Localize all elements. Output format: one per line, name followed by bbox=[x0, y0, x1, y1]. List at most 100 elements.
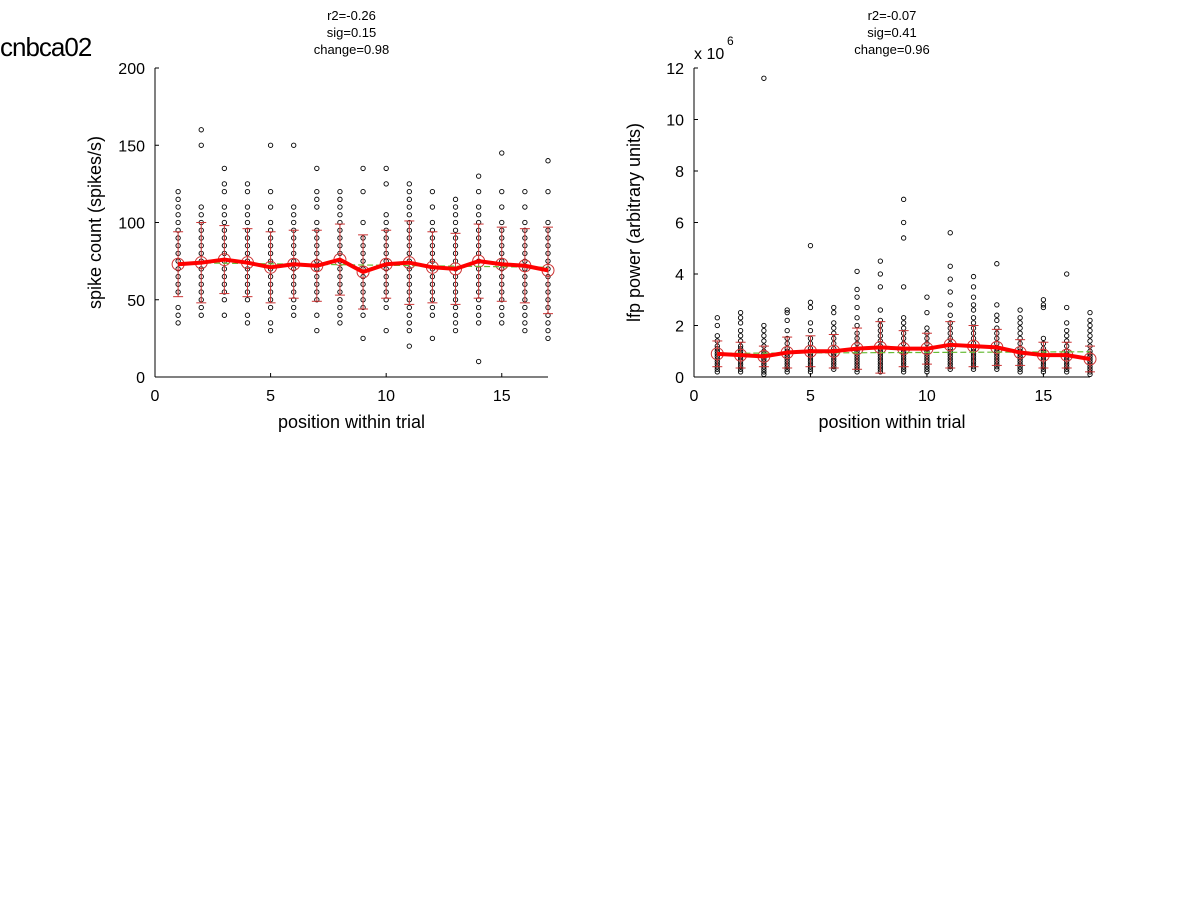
data-point bbox=[831, 320, 837, 326]
y-tick-label: 4 bbox=[675, 267, 684, 284]
exponent-power: 6 bbox=[727, 34, 734, 48]
data-point bbox=[900, 235, 907, 241]
data-point bbox=[337, 297, 343, 303]
data-point bbox=[499, 188, 505, 195]
data-point bbox=[970, 315, 977, 321]
data-point bbox=[1087, 322, 1093, 329]
data-point bbox=[337, 304, 343, 311]
data-point bbox=[994, 366, 1000, 372]
data-point bbox=[1017, 330, 1023, 336]
data-point bbox=[522, 327, 528, 334]
data-point bbox=[221, 204, 228, 210]
data-point bbox=[761, 327, 767, 334]
data-point bbox=[175, 204, 181, 210]
data-point bbox=[383, 165, 389, 172]
data-point bbox=[360, 335, 366, 342]
data-point bbox=[784, 317, 790, 323]
data-point bbox=[221, 188, 228, 195]
data-point bbox=[522, 188, 528, 195]
x-tick-label: 10 bbox=[918, 388, 936, 405]
data-point bbox=[314, 188, 320, 195]
data-point bbox=[175, 188, 181, 195]
data-point bbox=[360, 188, 366, 195]
data-point bbox=[970, 320, 977, 326]
data-point bbox=[475, 204, 482, 210]
data-point bbox=[900, 320, 907, 326]
data-point bbox=[267, 219, 274, 226]
data-point bbox=[924, 369, 930, 375]
data-point bbox=[994, 302, 1000, 308]
data-point bbox=[854, 304, 860, 311]
data-point bbox=[406, 320, 412, 326]
data-point bbox=[337, 196, 343, 202]
data-point bbox=[900, 369, 907, 375]
data-point bbox=[761, 333, 767, 339]
data-point bbox=[475, 173, 482, 179]
data-point bbox=[337, 212, 343, 218]
data-point bbox=[924, 294, 930, 300]
data-point bbox=[314, 312, 320, 318]
data-point bbox=[1064, 271, 1070, 277]
data-point bbox=[970, 307, 977, 313]
data-point bbox=[831, 304, 837, 311]
data-point bbox=[761, 322, 767, 329]
data-point bbox=[970, 273, 977, 280]
data-point bbox=[1064, 369, 1070, 375]
data-point bbox=[244, 181, 251, 187]
y-tick-label: 0 bbox=[136, 370, 145, 387]
data-point bbox=[452, 219, 459, 226]
data-point bbox=[947, 230, 953, 236]
data-point bbox=[807, 243, 814, 249]
mean-line bbox=[717, 342, 1091, 361]
data-point bbox=[475, 320, 482, 326]
data-point bbox=[499, 312, 505, 318]
data-point bbox=[429, 204, 436, 210]
data-point bbox=[522, 312, 528, 318]
data-point bbox=[854, 268, 860, 275]
data-point bbox=[383, 219, 389, 226]
data-point bbox=[198, 204, 204, 210]
data-point bbox=[761, 75, 767, 81]
data-point bbox=[360, 165, 366, 172]
data-point bbox=[383, 181, 389, 187]
data-point bbox=[831, 309, 837, 316]
data-point bbox=[221, 312, 228, 318]
data-point bbox=[807, 327, 814, 334]
x-tick-label: 15 bbox=[493, 388, 511, 405]
data-point bbox=[429, 219, 436, 226]
data-point bbox=[877, 284, 884, 290]
data-point bbox=[198, 127, 204, 133]
data-point bbox=[1017, 315, 1023, 321]
y-tick-label: 10 bbox=[666, 113, 684, 130]
data-point bbox=[452, 304, 459, 311]
data-point bbox=[337, 320, 343, 326]
data-point bbox=[947, 289, 953, 295]
data-point bbox=[429, 335, 436, 342]
figure-title: cnbca02 bbox=[0, 32, 92, 62]
data-point bbox=[406, 196, 412, 202]
data-point bbox=[291, 212, 297, 218]
data-point bbox=[175, 212, 181, 218]
chart-title-line: sig=0.41 bbox=[867, 25, 917, 40]
y-tick-label: 12 bbox=[666, 61, 684, 78]
data-point bbox=[475, 212, 482, 218]
data-point bbox=[267, 188, 274, 195]
x-tick-label: 5 bbox=[806, 388, 815, 405]
data-point bbox=[291, 142, 297, 148]
data-point bbox=[1017, 320, 1023, 326]
data-point bbox=[714, 369, 720, 375]
data-point bbox=[198, 142, 204, 148]
data-point bbox=[198, 304, 204, 311]
data-point bbox=[291, 204, 297, 210]
data-point bbox=[267, 204, 274, 210]
data-point bbox=[947, 312, 953, 318]
data-point bbox=[1064, 327, 1070, 334]
data-point bbox=[1087, 317, 1093, 323]
data-point bbox=[807, 369, 814, 375]
data-point bbox=[1064, 320, 1070, 326]
data-point bbox=[429, 312, 436, 318]
exponent-label: x 10 bbox=[694, 46, 724, 63]
data-point bbox=[1017, 325, 1023, 331]
data-point bbox=[1087, 338, 1093, 344]
data-point bbox=[994, 312, 1000, 318]
